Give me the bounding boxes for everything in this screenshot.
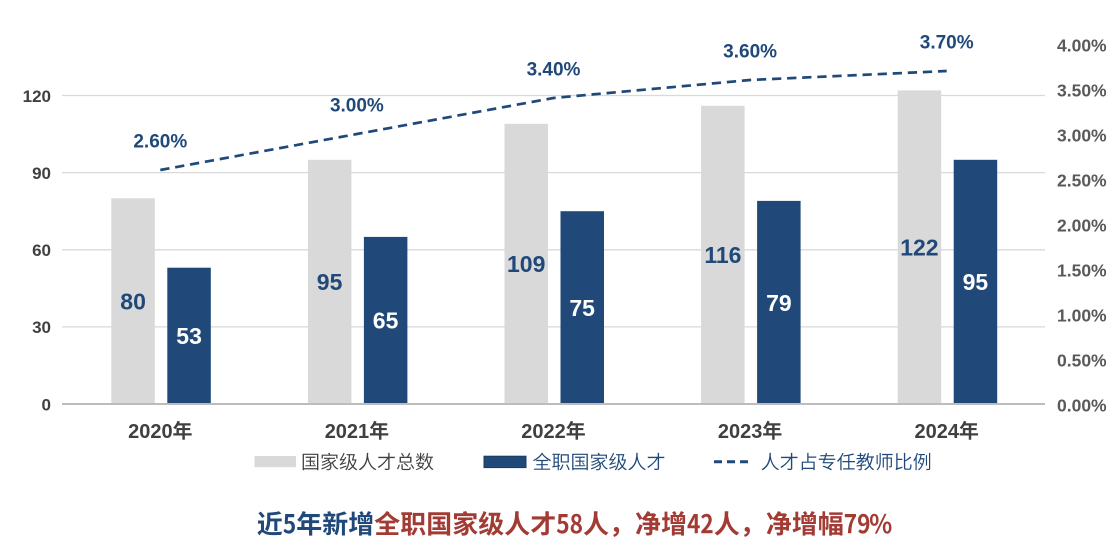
svg-text:65: 65 <box>373 308 399 334</box>
svg-text:53: 53 <box>176 323 202 349</box>
svg-text:3.00%: 3.00% <box>330 96 384 117</box>
svg-text:3.70%: 3.70% <box>920 33 974 54</box>
svg-text:120: 120 <box>23 87 51 106</box>
svg-text:4.00%: 4.00% <box>1057 35 1107 55</box>
svg-text:1.50%: 1.50% <box>1057 260 1107 280</box>
svg-text:1.00%: 1.00% <box>1057 305 1107 325</box>
svg-text:2.50%: 2.50% <box>1057 170 1107 190</box>
svg-text:2020: 2020 <box>128 421 173 443</box>
svg-text:3.40%: 3.40% <box>527 60 581 81</box>
svg-text:90: 90 <box>32 164 51 183</box>
svg-text:2023: 2023 <box>718 421 763 443</box>
svg-text:2024: 2024 <box>915 421 960 443</box>
svg-text:2.60%: 2.60% <box>133 132 187 153</box>
svg-text:95: 95 <box>963 269 989 295</box>
svg-text:2021: 2021 <box>325 421 370 443</box>
svg-text:0.50%: 0.50% <box>1057 350 1107 370</box>
svg-text:75: 75 <box>569 295 595 321</box>
svg-text:80: 80 <box>120 289 146 315</box>
svg-text:2.00%: 2.00% <box>1057 215 1107 235</box>
svg-text:95: 95 <box>317 269 343 295</box>
svg-text:79: 79 <box>766 290 792 316</box>
svg-text:60: 60 <box>32 241 51 260</box>
svg-text:2022: 2022 <box>521 421 566 443</box>
svg-text:122: 122 <box>900 235 938 261</box>
svg-text:3.50%: 3.50% <box>1057 80 1107 100</box>
svg-text:30: 30 <box>32 318 51 337</box>
svg-text:0.00%: 0.00% <box>1057 395 1107 415</box>
svg-text:3.60%: 3.60% <box>723 42 777 63</box>
svg-text:0: 0 <box>42 395 51 414</box>
svg-text:116: 116 <box>704 242 741 268</box>
svg-text:109: 109 <box>507 251 545 277</box>
svg-text:3.00%: 3.00% <box>1057 125 1107 145</box>
